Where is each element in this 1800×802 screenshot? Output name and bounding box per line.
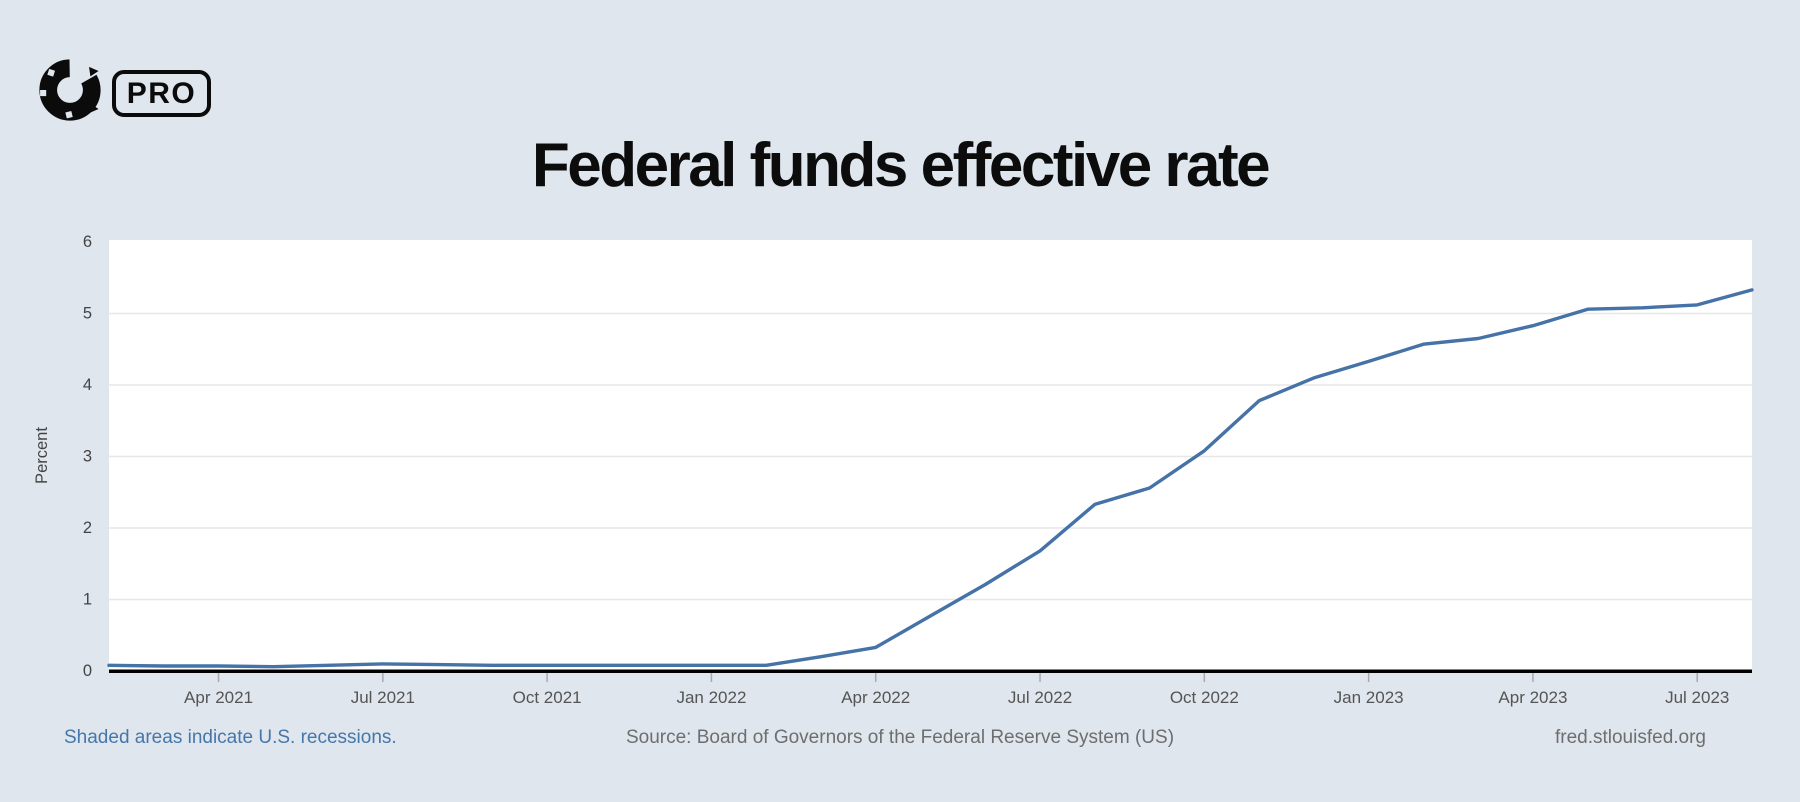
chart-title: Federal funds effective rate	[531, 131, 1271, 200]
x-tick-label: Oct 2021	[513, 688, 582, 707]
y-tick-label: 0	[83, 662, 92, 680]
data-line	[107, 288, 1754, 669]
coindesk-c-logo-icon	[39, 59, 101, 121]
x-tick-label: Jan 2023	[1334, 688, 1404, 707]
y-tick-label: 5	[83, 305, 92, 323]
y-tick-label: 4	[83, 376, 92, 394]
recessions-link[interactable]: Shaded areas indicate U.S. recessions.	[64, 727, 397, 748]
y-tick-label: 6	[83, 233, 92, 251]
x-tick-label: Apr 2021	[184, 688, 253, 707]
x-tick-label: Apr 2022	[841, 688, 910, 707]
fred-site-link[interactable]: fred.stlouisfed.org	[1554, 727, 1706, 748]
pro-badge: PRO	[112, 70, 211, 117]
x-tick-label: Apr 2023	[1498, 688, 1567, 707]
coindesk-pro-logo: PRO	[36, 56, 211, 124]
y-tick-label: 1	[83, 591, 92, 609]
y-axis-title: Percent	[33, 427, 51, 484]
x-tick-label: Jan 2022	[676, 688, 746, 707]
chart-footer: Shaded areas indicate U.S. recessions. S…	[0, 724, 1800, 752]
x-axis-line	[109, 669, 1752, 673]
x-tick-label: Jul 2021	[351, 688, 415, 707]
x-tick-label: Jul 2023	[1665, 688, 1729, 707]
y-tick-label: 3	[83, 448, 92, 466]
y-tick-label: 2	[83, 519, 92, 537]
x-tick-label: Oct 2022	[1170, 688, 1239, 707]
x-tick-label: Jul 2022	[1008, 688, 1072, 707]
source-text: Source: Board of Governors of the Federa…	[625, 727, 1175, 748]
federal-funds-line-chart: 0 1 2 3 4 5 6 Percent Apr 2021 Jul 2021 Oct 2021 Ja…	[33, 233, 1754, 707]
